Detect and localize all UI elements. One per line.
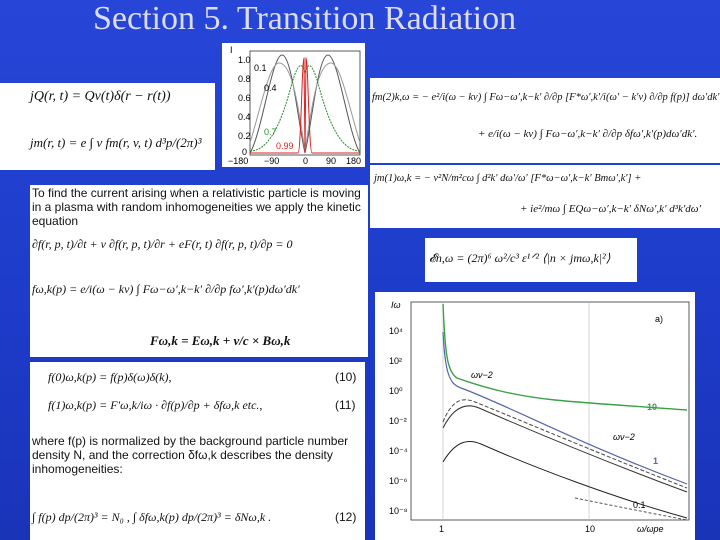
y-tick-label: 0: [242, 147, 247, 157]
equation-number: (12): [335, 510, 357, 524]
annotation: 10: [647, 402, 657, 412]
y-axis-label: Iω: [391, 300, 401, 310]
equation-number: (11): [335, 398, 356, 412]
y-tick-label: 0.8: [238, 74, 251, 84]
equation: f(0)ω,k(p) = f(p)δ(ω)δ(k),: [48, 370, 172, 384]
equation: fω,k(p) = e/i(ω − kv) ∫ Fω−ω′,k−k′ ∂/∂p …: [32, 282, 300, 296]
x-axis-label: ω/ωpe: [637, 524, 664, 534]
angular-plot: I 1.0 0.8 0.6 0.4 0.2 0 −180 −90 0 90 18…: [222, 43, 365, 167]
y-tick-label: 0.4: [238, 112, 251, 122]
angular-chart: I 1.0 0.8 0.6 0.4 0.2 0 −180 −90 0 90 18…: [228, 45, 361, 166]
annotation: ων−2: [471, 370, 493, 380]
y-tick-label: 1.0: [238, 55, 251, 65]
first-order-box: jm(1)ω,k = − ν²N/m²cω ∫ d²k′ dω′/ω′ [F*ω…: [370, 165, 720, 228]
curve: [442, 440, 688, 519]
curve: [442, 303, 688, 411]
y-tick-label: 10⁴: [389, 326, 403, 336]
panel-label: a): [655, 314, 663, 324]
y-tick-label: 0.2: [238, 131, 251, 141]
x-tick-label: −90: [264, 156, 279, 166]
annotation: ων−2: [613, 432, 635, 442]
curve-label: 0.4: [264, 83, 277, 93]
equation: jm(1)ω,k = − ν²N/m²cω ∫ d²k′ dω′/ω′ [F*ω…: [374, 173, 642, 184]
equation: + ie²/mω ∫ EQω−ω′,k−k′ δNω′,k′ d³k′dω′: [520, 203, 701, 215]
equation: fm(2)k,ω = − e²/i(ω − kv) ∫ Fω−ω′,k−k′ ∂…: [372, 92, 720, 103]
equation: ∂f(r, p, t)/∂t + v ∂f(r, p, t)/∂r + eF(r…: [32, 237, 293, 251]
expansion-box: f(0)ω,k(p) = f(p)δ(ω)δ(k), (10) f(1)ω,k(…: [30, 362, 365, 540]
x-tick-label: 0: [303, 156, 308, 166]
equation: Fω,k = Eω,k + v/c × Bω,k: [150, 333, 291, 348]
y-tick-label: 10⁰: [389, 386, 403, 396]
x-tick-label: −180: [228, 156, 248, 166]
curve-label: 0.7: [264, 127, 277, 137]
y-tick-label: 10⁻⁸: [389, 506, 408, 516]
current-box: jQ(r, t) = Qv(t)δ(r − r(t)) jm(r, t) = e…: [0, 83, 215, 170]
paragraph: where f(p) is normalized by the backgrou…: [32, 434, 349, 476]
equation-number: (10): [335, 370, 357, 384]
equation: 𝓔n,ω = (2π)⁶ ω²/c³ ε¹ᐟ² ⟨|n × jmω,k|²⟩: [429, 251, 611, 265]
equation: jm(r, t) = e ∫ v fm(r, v, t) d³p/(2π)³: [30, 135, 202, 150]
equation: jQ(r, t) = Qv(t)δ(r − r(t)): [30, 89, 171, 104]
equation: + e/i(ω − kv) ∫ Fω−ω′,k−k′ ∂/∂p δfω′,k′(…: [478, 128, 698, 140]
curve: [574, 497, 688, 521]
y-tick-label: 10⁻⁴: [389, 446, 408, 456]
y-tick-label: 10⁻²: [389, 416, 407, 426]
slide-title: Section 5. Transition Radiation: [93, 0, 517, 37]
curve-label: 0.99: [276, 141, 294, 151]
y-tick-label: 10⁻⁶: [389, 476, 408, 486]
x-tick-label: 90: [326, 156, 336, 166]
curve-label: 0.1: [254, 63, 267, 73]
x-tick-label: 10: [585, 524, 595, 534]
y-axis-label: I: [230, 45, 233, 55]
annotation: 1: [653, 456, 658, 466]
curve: [442, 331, 688, 485]
paragraph: To find the current arising when a relat…: [32, 186, 361, 228]
x-tick-label: 180: [346, 156, 361, 166]
second-order-box: fm(2)k,ω = − e²/i(ω − kv) ∫ Fω−ω′,k−k′ ∂…: [370, 78, 720, 163]
curve: [442, 405, 688, 493]
y-tick-label: 10²: [389, 356, 402, 366]
curve: [249, 65, 361, 152]
equation: ∫ f(p) dp/(2π)³ = N₀ , ∫ δfω,k(p) dp/(2π…: [32, 510, 272, 524]
log-chart: Iω a) 10⁴ 10² 10⁰ 10⁻² 10⁻⁴ 10⁻⁶ 10⁻⁸ 1 …: [389, 300, 690, 534]
plot-frame: [249, 50, 361, 156]
log-plot: Iω a) 10⁴ 10² 10⁰ 10⁻² 10⁻⁴ 10⁻⁶ 10⁻⁸ 1 …: [375, 292, 695, 540]
kinetic-box: To find the current arising when a relat…: [30, 185, 368, 357]
x-tick-label: 1: [439, 524, 444, 534]
annotation: 0.1: [633, 500, 646, 510]
intensity-box: 𝓔n,ω = (2π)⁶ ω²/c³ ε¹ᐟ² ⟨|n × jmω,k|²⟩: [425, 238, 637, 282]
curve: [250, 57, 360, 154]
y-tick-label: 0.6: [238, 93, 251, 103]
equation: f(1)ω,k(p) = F′ω,k/iω · ∂f(p)/∂p + δfω,k…: [48, 398, 263, 412]
plot-frame: [410, 301, 690, 521]
